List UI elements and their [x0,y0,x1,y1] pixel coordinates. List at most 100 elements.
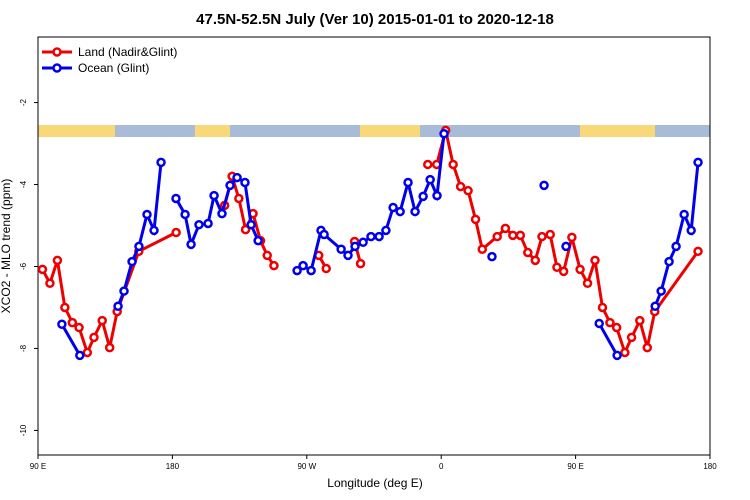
point [306,265,316,276]
point [321,263,331,274]
y-tick-label: -8 [19,344,28,352]
point [590,255,600,266]
point [567,232,577,243]
y-tick-label: -6 [19,262,28,270]
point [679,209,689,220]
point [82,347,93,358]
point [134,241,144,252]
point [425,174,435,185]
point [530,255,541,266]
point [355,258,366,269]
point [642,342,653,353]
point [594,318,604,329]
chart-title: 47.5N-52.5N July (Ver 10) 2015-01-01 to … [196,11,554,28]
point [45,278,55,289]
point [477,244,488,255]
point [298,260,308,271]
point [635,315,645,326]
point [545,229,555,240]
point [693,246,703,257]
point [388,202,398,213]
plot-frame [37,36,711,456]
point [232,172,242,183]
point [515,230,526,241]
legend-label: Land (Nadir&Glint) [78,45,177,59]
point [487,251,497,262]
point [508,230,518,241]
x-tick-label: 90 E [567,462,583,471]
point [439,128,449,139]
point [620,347,630,358]
point [142,209,152,220]
point [605,317,615,328]
point [418,191,428,202]
point [253,235,263,246]
point [194,219,204,230]
point [269,260,279,271]
point [656,286,666,296]
point [225,180,235,191]
y-tick-label: -2 [19,98,28,106]
point [57,319,67,330]
point [74,322,84,333]
point [336,244,346,255]
point [119,286,129,296]
point [650,301,660,311]
x-tick-label: 90 E [30,462,46,471]
point [262,250,272,261]
point [448,159,458,170]
x-axis-label: Longitude (deg E) [327,476,422,490]
point [537,231,547,242]
legend-label: Ocean (Glint) [78,61,149,75]
point [410,206,420,217]
point [75,350,85,361]
point [127,256,137,267]
point [52,255,63,266]
legend: Land (Nadir&Glint) Ocean (Glint) [42,45,177,75]
point [343,250,353,261]
x-tick-label: 0 [439,462,444,471]
point [350,241,360,252]
point [217,208,227,219]
y-tick-label: -10 [19,424,28,436]
x-tick-label: 90 W [297,462,316,471]
point [671,241,681,252]
point [186,239,196,250]
y-tick-label: -4 [19,180,28,188]
x-tick-label: 180 [703,462,717,471]
point [455,181,466,192]
point [240,224,251,235]
y-axis-label: XCO2 - MLO trend (ppm) [0,179,13,314]
point [113,301,123,311]
point [523,247,533,258]
point [626,332,637,343]
point [403,177,413,188]
point [463,185,473,196]
point [575,264,585,275]
point [612,350,622,361]
point [582,278,593,289]
point [552,262,562,273]
legend-marker [52,47,62,57]
point [149,225,159,236]
point [693,157,703,168]
point [423,159,433,170]
point [374,231,384,242]
point [366,231,376,242]
point [381,225,391,236]
point [358,237,368,248]
point [171,193,181,204]
point [292,265,302,276]
point [470,214,481,225]
point [664,256,674,267]
point [67,317,78,328]
point [89,332,99,343]
point [561,241,571,252]
surface-strip [38,125,710,137]
point [500,223,511,234]
point [686,225,696,236]
point [104,342,115,353]
point [171,227,181,238]
point [395,206,405,217]
